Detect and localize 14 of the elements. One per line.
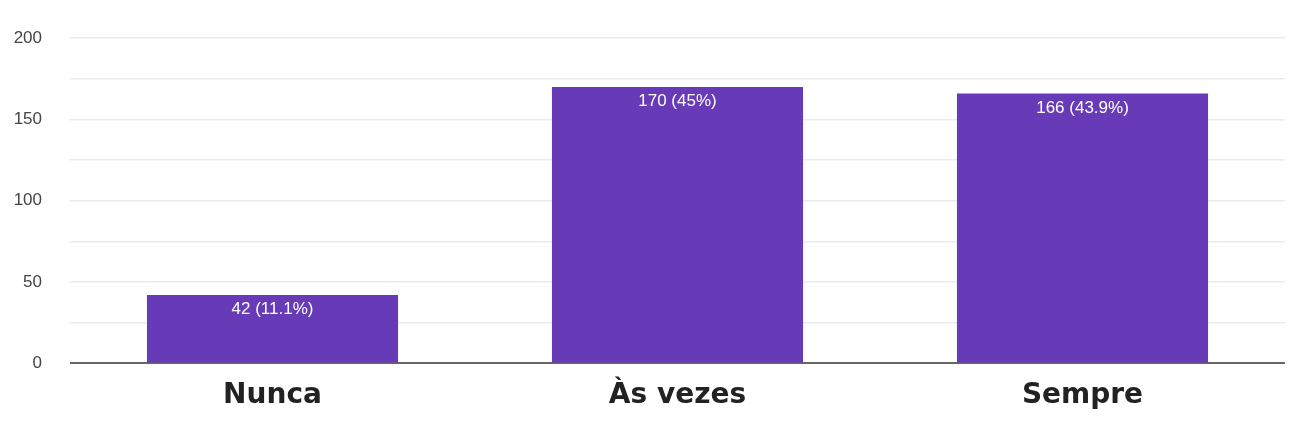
- bar: [146, 295, 399, 363]
- bar: [956, 93, 1209, 363]
- data-label: 166 (43.9%): [1036, 97, 1129, 117]
- y-tick-label: 50: [23, 271, 42, 291]
- y-tick-label: 100: [13, 190, 42, 210]
- data-label: 42 (11.1%): [231, 299, 314, 319]
- y-tick-label: 150: [13, 109, 42, 129]
- y-tick-label: 200: [13, 27, 42, 47]
- bar: [551, 86, 804, 363]
- y-tick-label: 0: [32, 353, 42, 373]
- x-tick-label: Sempre: [1021, 377, 1144, 411]
- data-label: 170 (45%): [638, 91, 717, 111]
- x-tick-label: Às vezes: [608, 376, 747, 411]
- x-tick-label: Nunca: [223, 377, 322, 411]
